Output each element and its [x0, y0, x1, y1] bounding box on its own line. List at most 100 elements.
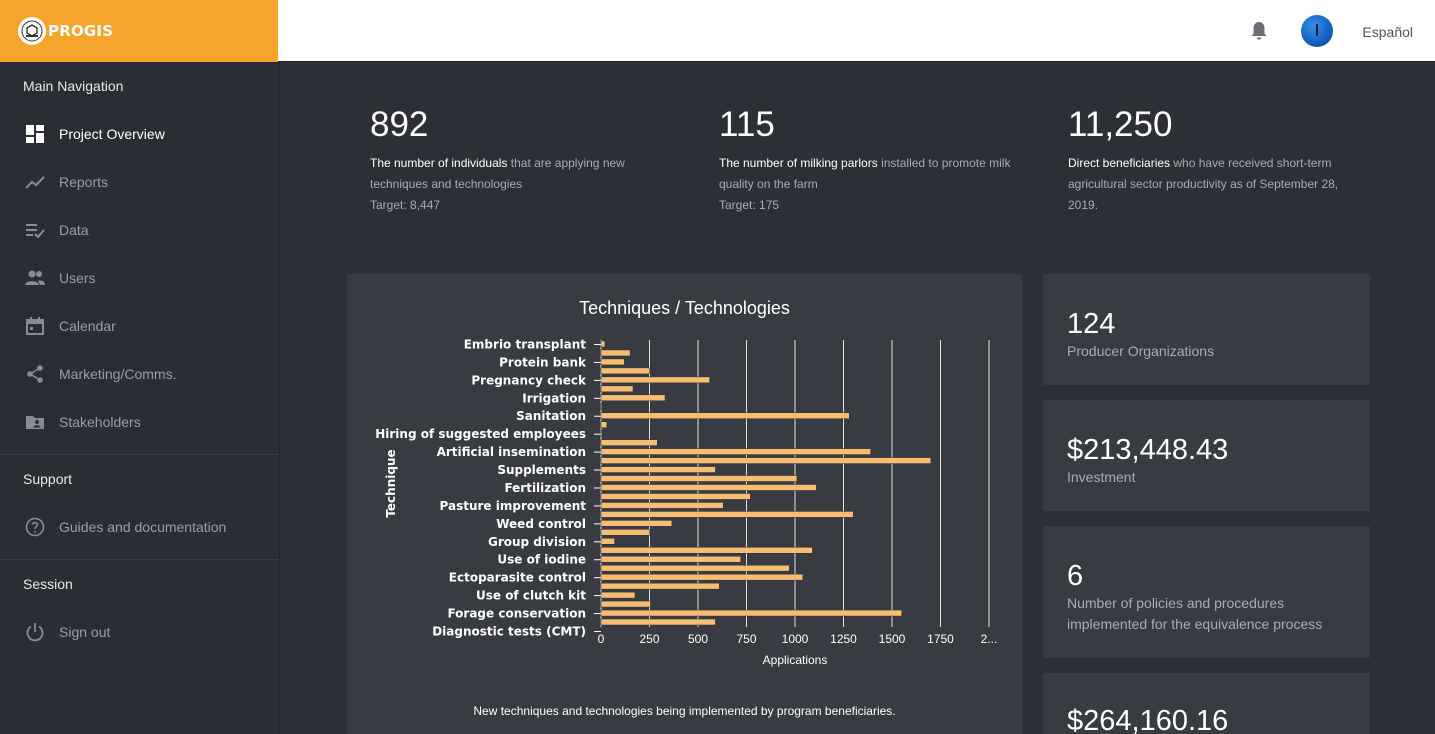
bar — [600, 412, 850, 419]
help-icon — [24, 516, 46, 538]
sidebar-item-guides[interactable]: Guides and documentation — [0, 507, 279, 547]
y-tick-label: Use of iodine — [497, 553, 586, 567]
y-tick-label: Pregnancy check — [471, 373, 587, 387]
sidebar-item-data[interactable]: Data — [0, 210, 279, 250]
sidebar-item-label: Calendar — [59, 318, 116, 334]
divider — [0, 454, 279, 455]
stat-target: Target: 8,447 — [370, 198, 441, 212]
kpi-producer-organizations: 124 Producer Organizations — [1043, 274, 1370, 385]
bar — [600, 439, 658, 446]
y-tick-label: Fertilization — [504, 481, 586, 495]
kpi-amount: $264,160.16 — [1043, 673, 1370, 734]
brand-logo[interactable]: PROGIS — [0, 0, 278, 62]
sidebar-item-label: Reports — [59, 174, 109, 190]
techniques-chart-card: 0 250 500 750 1000 1250 1500 1750 2... Embrio tra… — [347, 274, 1022, 734]
bar — [600, 493, 751, 500]
avatar[interactable] — [1301, 15, 1333, 47]
bar — [600, 358, 625, 366]
y-tick-label: Group division — [488, 535, 586, 549]
kpi-value: $213,448.43 — [1067, 434, 1229, 466]
y-tick-label: Hiring of suggested employees — [375, 427, 586, 441]
folder-person-icon — [24, 411, 46, 433]
y-axis-title: Technique — [384, 449, 398, 517]
sidebar-item-label: Marketing/Comms. — [59, 366, 177, 382]
bar — [600, 340, 606, 348]
sidebar-item-stakeholders[interactable]: Stakeholders — [0, 402, 279, 442]
y-tick-label: Use of clutch kit — [476, 589, 586, 603]
bar — [600, 367, 650, 375]
bar — [600, 484, 817, 491]
kpi-value: 6 — [1067, 560, 1084, 592]
sidebar: Main Navigation Project Overview Reports… — [0, 62, 280, 734]
sidebar-item-sign-out[interactable]: Sign out — [0, 612, 279, 652]
x-tick-label: 1750 — [927, 632, 954, 646]
bar — [600, 538, 615, 545]
stat-individuals: 892 The number of individuals that are a… — [370, 104, 670, 216]
stat-value: 11,250 — [1068, 105, 1173, 144]
session-title: Session — [23, 576, 73, 592]
y-tick-label: Artificial insemination — [437, 445, 586, 459]
x-tick-label: 500 — [688, 632, 708, 646]
bar — [600, 448, 871, 455]
bar — [600, 582, 720, 590]
x-tick-label: 1500 — [879, 632, 906, 646]
sidebar-item-label: Users — [59, 270, 96, 286]
stat-milking-parlors: 115 The number of milking parlors instal… — [719, 104, 1019, 216]
kpi-label: Investment — [1067, 469, 1136, 485]
logo-emblem-icon — [18, 17, 46, 45]
sidebar-item-label: Project Overview — [59, 126, 165, 142]
bar — [600, 385, 634, 393]
bar — [600, 376, 710, 384]
bar — [600, 591, 636, 599]
sidebar-item-marketing[interactable]: Marketing/Comms. — [0, 354, 279, 394]
dashboard-icon — [24, 123, 46, 145]
y-tick-label: Pasture improvement — [440, 499, 587, 513]
bar — [600, 529, 650, 536]
people-icon — [24, 267, 46, 289]
bar — [600, 475, 798, 482]
kpi-label: Number of policies and procedures implem… — [1067, 595, 1323, 632]
stat-value: 892 — [370, 105, 429, 144]
chart-title: Techniques / Technologies — [579, 298, 790, 318]
y-tick-label: Supplements — [497, 463, 586, 477]
brand-name: PROGIS — [48, 22, 114, 40]
top-bar: Español — [278, 0, 1435, 62]
x-tick-label: 2... — [981, 632, 998, 646]
share-icon — [24, 363, 46, 385]
trending-icon — [24, 171, 46, 193]
x-tick-label: 1000 — [782, 632, 809, 646]
language-switch[interactable]: Español — [1362, 24, 1413, 40]
bar — [600, 403, 603, 410]
sidebar-item-reports[interactable]: Reports — [0, 162, 279, 202]
x-tick-label: 750 — [736, 632, 756, 646]
y-tick-label: Ectoparasite control — [449, 571, 586, 585]
kpi-value: 124 — [1067, 308, 1116, 340]
sidebar-item-label: Guides and documentation — [59, 519, 227, 535]
power-icon — [24, 621, 46, 643]
bar — [600, 600, 651, 608]
bar — [600, 520, 673, 527]
kpi-label: Producer Organizations — [1067, 343, 1215, 359]
y-tick-label: Irrigation — [522, 391, 586, 405]
bar — [600, 511, 854, 518]
stat-target: Target: 175 — [719, 198, 780, 212]
bar — [600, 618, 716, 626]
x-tick-label: 0 — [598, 632, 605, 646]
bar — [600, 547, 813, 554]
x-tick-label: 250 — [639, 632, 659, 646]
stat-beneficiaries: 11,250 Direct beneficiaries who have rec… — [1068, 104, 1358, 216]
sidebar-item-project-overview[interactable]: Project Overview — [0, 114, 279, 154]
bell-icon[interactable] — [1250, 21, 1268, 41]
kpi-policies: 6 Number of policies and procedures impl… — [1043, 526, 1370, 658]
bar — [600, 564, 790, 572]
sidebar-item-label: Data — [59, 222, 89, 238]
sidebar-item-users[interactable]: Users — [0, 258, 279, 298]
sidebar-item-calendar[interactable]: Calendar — [0, 306, 279, 346]
support-title: Support — [23, 471, 73, 487]
bar — [600, 394, 666, 402]
main-navigation-title: Main Navigation — [23, 78, 124, 94]
x-tick-label: 1250 — [830, 632, 857, 646]
bar — [600, 457, 932, 464]
sidebar-item-label: Sign out — [59, 624, 111, 640]
bar — [600, 573, 804, 581]
